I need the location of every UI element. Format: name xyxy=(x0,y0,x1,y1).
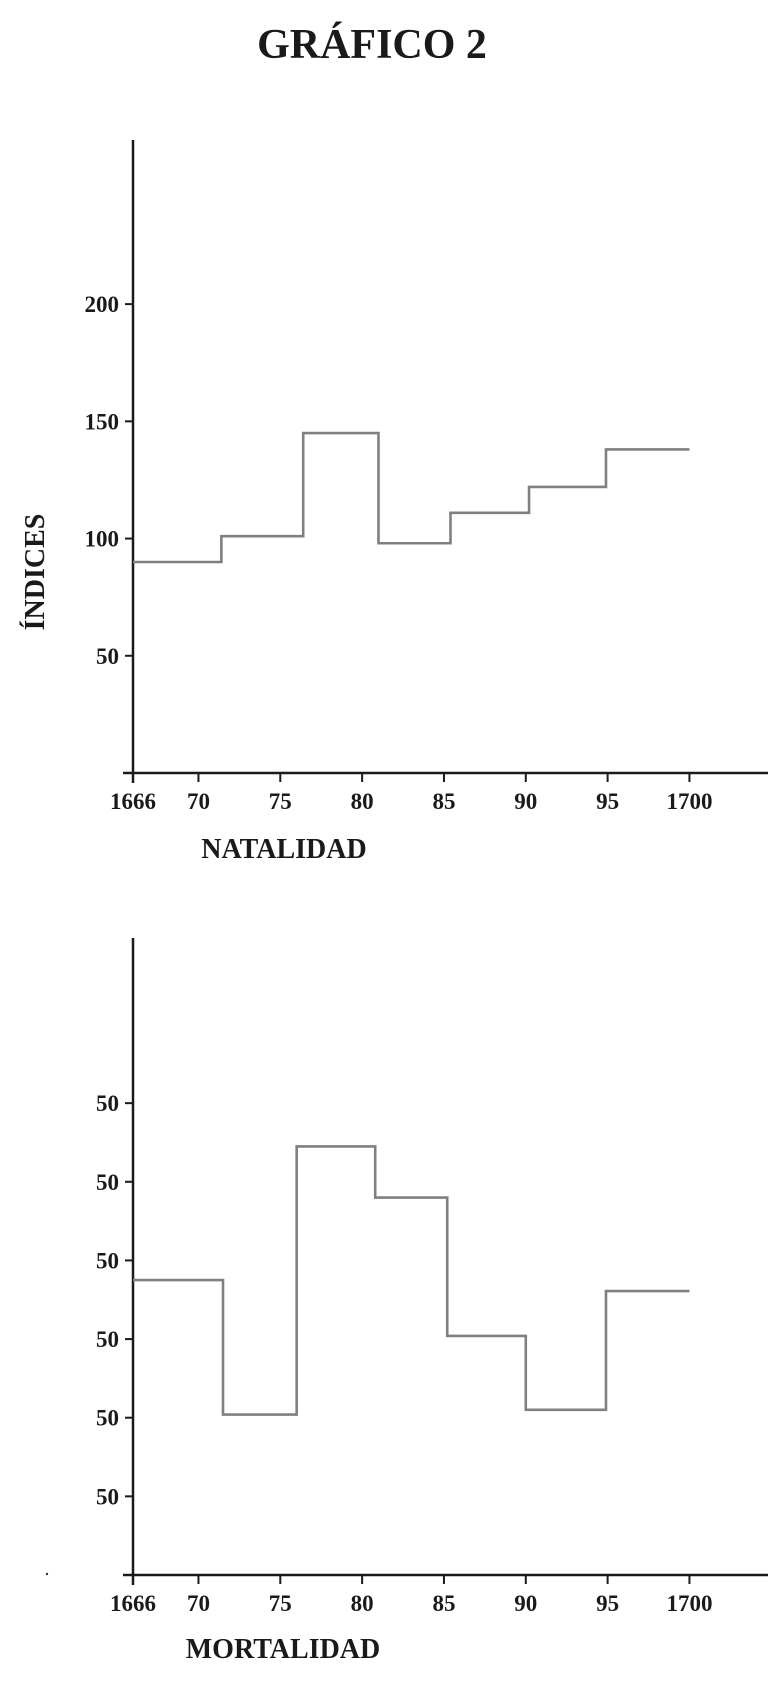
chart-title: GRÁFICO 2 xyxy=(257,21,487,68)
mortalidad-x-tick-label: 80 xyxy=(351,1591,374,1616)
mortalidad-x-tick-label: 1700 xyxy=(666,1591,712,1616)
natalidad-y-tick-label: 100 xyxy=(85,527,120,552)
natalidad-x-tick-label: 95 xyxy=(596,789,619,814)
mortalidad-y-tick-label: 50 xyxy=(96,1248,119,1273)
natalidad-x-tick-label: 70 xyxy=(187,789,210,814)
natalidad-x-tick-label: 1700 xyxy=(666,789,712,814)
natalidad-y-tick-label: 150 xyxy=(85,409,120,434)
mortalidad-x-tick-label: 85 xyxy=(432,1591,455,1616)
natalidad-step-line xyxy=(133,431,690,564)
natalidad-plot: 50 100 150 200 1666 70 75 80 85 90 95 1700 xyxy=(85,140,768,814)
y-axis-label: ÍNDICES xyxy=(20,514,51,631)
mortalidad-step-line xyxy=(133,1145,690,1416)
natalidad-x-tick-label: 85 xyxy=(432,789,455,814)
natalidad-y-tick-label: 200 xyxy=(85,292,120,317)
mortalidad-plot: 50 50 50 50 50 50 1666 70 75 80 85 90 95 1700 xyxy=(96,938,768,1616)
mortalidad-y-tick-label: 50 xyxy=(96,1484,119,1509)
mortalidad-x-tick-label: 70 xyxy=(187,1591,210,1616)
mortalidad-x-tick-label: 90 xyxy=(514,1591,537,1616)
natalidad-x-tick-label: 75 xyxy=(269,789,292,814)
natalidad-x-tick-label: 90 xyxy=(514,789,537,814)
mortalidad-y-tick-label: 50 xyxy=(96,1406,119,1431)
natalidad-x-tick-label: 80 xyxy=(351,789,374,814)
mortalidad-x-tick-label: 95 xyxy=(596,1591,619,1616)
stray-dot xyxy=(45,1572,49,1576)
mortalidad-y-tick-label: 50 xyxy=(96,1170,119,1195)
mortalidad-y-tick-label: 50 xyxy=(96,1327,119,1352)
mortalidad-y-tick-label: 50 xyxy=(96,1091,119,1116)
natalidad-y-tick-label: 50 xyxy=(96,644,119,669)
natalidad-x-tick-label: 1666 xyxy=(110,789,156,814)
mortalidad-x-tick-label: 75 xyxy=(269,1591,292,1616)
natalidad-x-label: NATALIDAD xyxy=(201,834,366,865)
mortalidad-x-tick-label: 1666 xyxy=(110,1591,156,1616)
mortalidad-x-label: MORTALIDAD xyxy=(186,1634,381,1665)
